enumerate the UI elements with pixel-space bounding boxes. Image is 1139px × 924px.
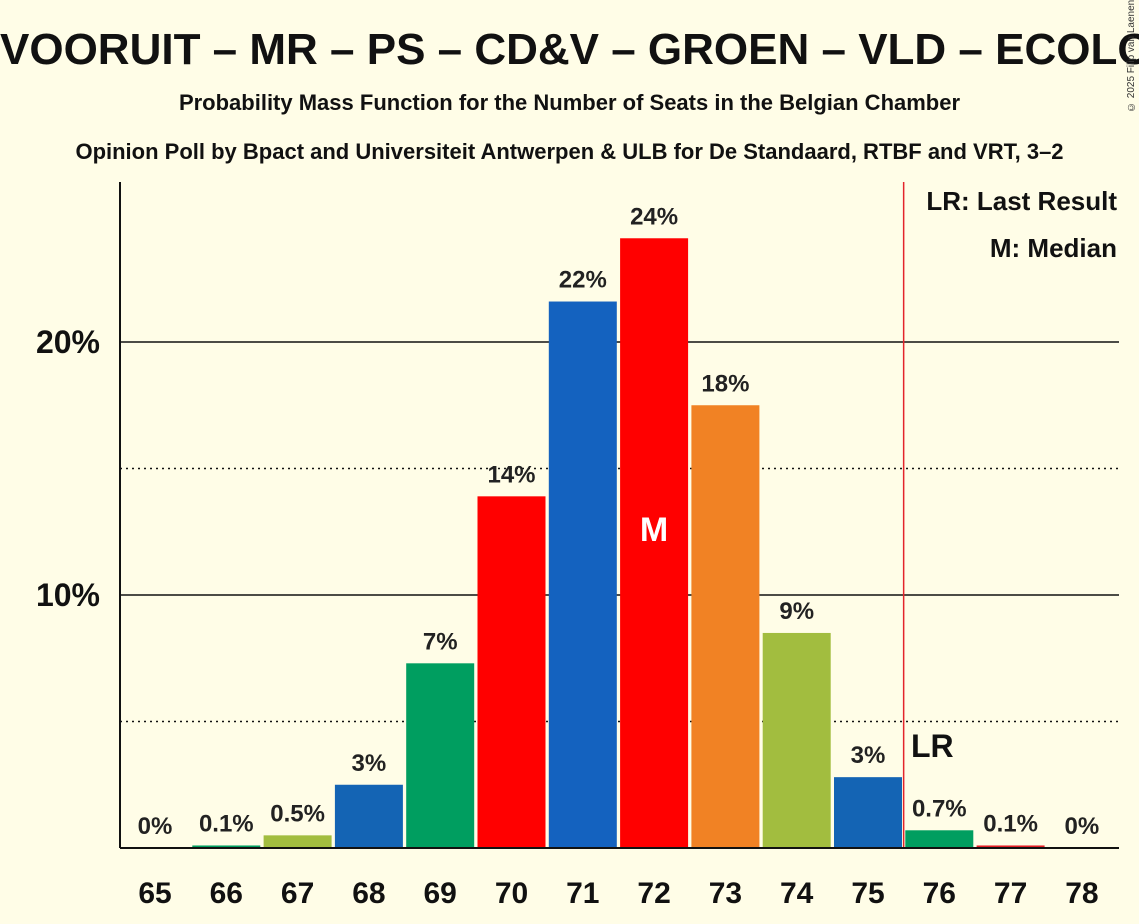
bar-label-67: 0.5% <box>270 800 325 827</box>
bar-72 <box>620 238 689 848</box>
x-tick-label-66: 66 <box>210 877 243 910</box>
chart-subtitle: Probability Mass Function for the Number… <box>178 90 961 115</box>
bar-label-73: 18% <box>701 370 749 397</box>
x-tick-label-77: 77 <box>994 877 1027 910</box>
bar-74 <box>762 632 831 848</box>
bar-label-76: 0.7% <box>912 795 967 822</box>
bar-labels: 0% 0.1% 0.5% 3% 7% 14% 22% 24% M 18% 9% 3% 0.7% 0.1% 0… <box>138 203 1100 840</box>
bar-75 <box>834 777 902 848</box>
x-tick-label-70: 70 <box>495 877 528 910</box>
bar-label-78: 0% <box>1065 813 1100 840</box>
x-tick-label-73: 73 <box>709 877 742 910</box>
bar-69 <box>406 663 475 848</box>
median-marker: M <box>640 511 668 549</box>
x-tick-label-71: 71 <box>566 877 599 910</box>
legend-median: M: Median <box>990 233 1117 263</box>
bar-68 <box>334 784 403 848</box>
x-tick-label-69: 69 <box>424 877 457 910</box>
bar-label-74: 9% <box>779 598 814 625</box>
legend: LR: Last Result M: Median <box>926 186 1117 263</box>
bar-76 <box>905 830 974 848</box>
bar-70 <box>477 496 546 848</box>
bar-label-77: 0.1% <box>983 810 1038 837</box>
last-result-marker: LR <box>911 728 954 764</box>
y-tick-label: 10% <box>36 577 100 613</box>
x-tick-label-75: 75 <box>851 877 884 910</box>
bar-label-68: 3% <box>352 750 387 777</box>
legend-last-result: LR: Last Result <box>926 186 1117 216</box>
bar-label-66: 0.1% <box>199 810 254 837</box>
bar-77 <box>976 845 1045 848</box>
x-tick-label-76: 76 <box>923 877 956 910</box>
chart-source: Opinion Poll by Bpact and Universiteit A… <box>75 139 1064 164</box>
x-tick-label-67: 67 <box>281 877 314 910</box>
x-tick-label-74: 74 <box>780 877 814 910</box>
bar-label-72: 24% <box>630 203 678 230</box>
bar-67 <box>263 835 332 848</box>
bar-label-75: 3% <box>851 742 886 769</box>
bar-label-70: 14% <box>487 461 535 488</box>
x-tick-label-65: 65 <box>138 877 171 910</box>
bar-71 <box>548 301 617 848</box>
chart-title: VOORUIT – MR – PS – CD&V – GROEN – VLD –… <box>0 25 1139 74</box>
y-tick-label: 20% <box>36 324 100 360</box>
bar-66 <box>192 845 261 848</box>
x-tick-label-72: 72 <box>637 877 670 910</box>
bar-73 <box>691 405 760 848</box>
grid-lines <box>120 341 1119 723</box>
x-tick-label-68: 68 <box>352 877 385 910</box>
bar-label-69: 7% <box>423 628 458 655</box>
bar-label-65: 0% <box>138 813 173 840</box>
axes: 10% 20% 65 66 67 68 69 70 71 72 73 74 75 76 77 78 <box>36 182 1119 910</box>
bar-label-71: 22% <box>559 267 607 294</box>
x-tick-label-78: 78 <box>1065 877 1098 910</box>
bars <box>192 238 1045 848</box>
